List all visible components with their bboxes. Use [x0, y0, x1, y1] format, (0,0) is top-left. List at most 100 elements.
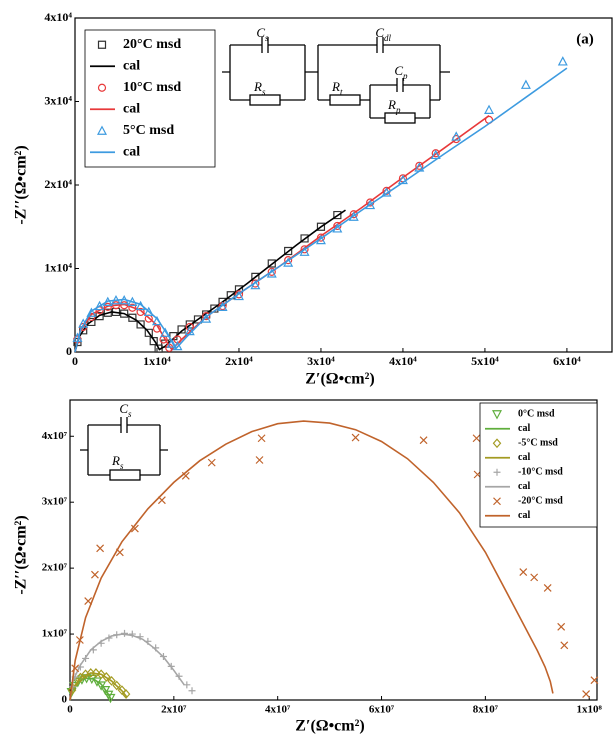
marker	[484, 104, 495, 114]
y-tick-label: 0	[66, 344, 72, 358]
resistor	[109, 469, 141, 481]
y-tick-label: 1x10⁷	[42, 628, 68, 640]
marker	[96, 544, 105, 553]
y-tick-label: 4x10⁴	[44, 10, 72, 24]
legend-label: 0°C msd	[518, 409, 555, 420]
legend-label: -5°C msd	[518, 438, 558, 449]
resistor	[329, 94, 361, 106]
marker	[144, 328, 153, 337]
marker	[493, 497, 501, 506]
marker	[365, 199, 376, 210]
marker	[202, 311, 211, 321]
circuit-subscript: p	[402, 71, 408, 81]
circuit-symbol: R	[253, 79, 262, 94]
circuit-subscript: s	[265, 33, 269, 43]
x-tick-label: 3x10⁴	[307, 354, 335, 368]
circuit-symbol: C	[394, 63, 403, 78]
marker	[557, 56, 568, 66]
x-tick-label: 2x10⁷	[161, 704, 187, 716]
marker	[143, 306, 154, 317]
marker	[590, 676, 599, 685]
y-tick-label: 3x10⁴	[44, 93, 72, 107]
x-tick-label: 6x10⁴	[553, 354, 581, 368]
circuit-subscript: p	[395, 105, 401, 115]
x-tick-label: 4x10⁷	[265, 704, 291, 716]
capacitor	[261, 37, 404, 92]
marker	[90, 570, 99, 579]
y-tick-label: 2x10⁴	[44, 177, 72, 191]
circuit-b	[80, 417, 168, 481]
y-tick-label: 2x10⁷	[42, 562, 68, 574]
marker	[300, 245, 309, 254]
marker	[188, 687, 196, 695]
marker	[136, 307, 145, 317]
circuit-wire	[222, 44, 450, 119]
marker	[492, 410, 502, 420]
marker	[519, 568, 528, 577]
marker	[154, 344, 163, 353]
x-tick-label: 0	[72, 354, 78, 368]
marker	[94, 300, 105, 311]
circuit-symbol: R	[387, 97, 396, 112]
marker	[128, 303, 137, 312]
y-axis-label: -Z′′(Ω•cm²)	[13, 145, 30, 224]
marker	[193, 315, 203, 324]
legend-label: cal	[123, 58, 140, 73]
legend-label: 5°C msd	[123, 123, 174, 138]
x-axis-label: Z′(Ω•cm²)	[305, 371, 374, 388]
marker	[333, 210, 342, 220]
circuit-symbol: R	[111, 453, 120, 468]
marker	[255, 456, 264, 464]
legend-label: 10°C msd	[123, 80, 181, 95]
x-tick-label: 1x10⁸	[577, 704, 603, 716]
fit-line	[69, 633, 185, 701]
y-tick-label: 1x10⁴	[44, 260, 72, 274]
marker	[284, 256, 293, 265]
resistor	[249, 94, 281, 106]
circuit-symbol: C	[256, 25, 265, 40]
legend-label: cal	[518, 510, 530, 521]
marker	[207, 458, 216, 467]
circuit-subscript: s	[128, 409, 132, 419]
marker	[128, 313, 137, 322]
marker	[419, 436, 428, 445]
marker	[430, 149, 441, 160]
x-tick-label: 5x10⁴	[471, 354, 499, 368]
legend-label: cal	[518, 452, 530, 463]
marker	[257, 434, 266, 443]
marker	[472, 434, 481, 443]
x-tick-label: 2x10⁴	[225, 354, 253, 368]
marker	[71, 664, 80, 673]
marker	[86, 307, 97, 317]
legend-label: cal	[123, 144, 140, 159]
marker	[557, 622, 566, 631]
marker	[397, 174, 408, 185]
legend-label: cal	[123, 101, 140, 116]
circuit-subscript: t	[340, 87, 343, 97]
marker	[103, 302, 112, 312]
marker	[185, 322, 194, 332]
circuit-a	[222, 37, 450, 124]
legend-label: -20°C msd	[518, 496, 563, 507]
marker	[492, 438, 502, 449]
marker	[105, 693, 116, 704]
marker	[530, 573, 539, 582]
circuit-subscript: dl	[384, 33, 392, 43]
legend-label: cal	[518, 481, 530, 492]
marker	[333, 221, 342, 231]
marker	[96, 669, 106, 680]
marker	[226, 291, 235, 300]
marker	[582, 690, 591, 698]
marker	[316, 222, 326, 231]
marker	[177, 325, 186, 334]
x-tick-label: 8x10⁷	[473, 704, 499, 716]
marker	[120, 309, 129, 318]
marker	[560, 641, 569, 650]
legend-box	[479, 402, 598, 528]
marker	[91, 668, 101, 678]
legend-label: cal	[518, 423, 530, 434]
marker	[97, 83, 107, 92]
y-tick-label: 3x10⁷	[42, 496, 68, 508]
marker	[172, 340, 183, 351]
